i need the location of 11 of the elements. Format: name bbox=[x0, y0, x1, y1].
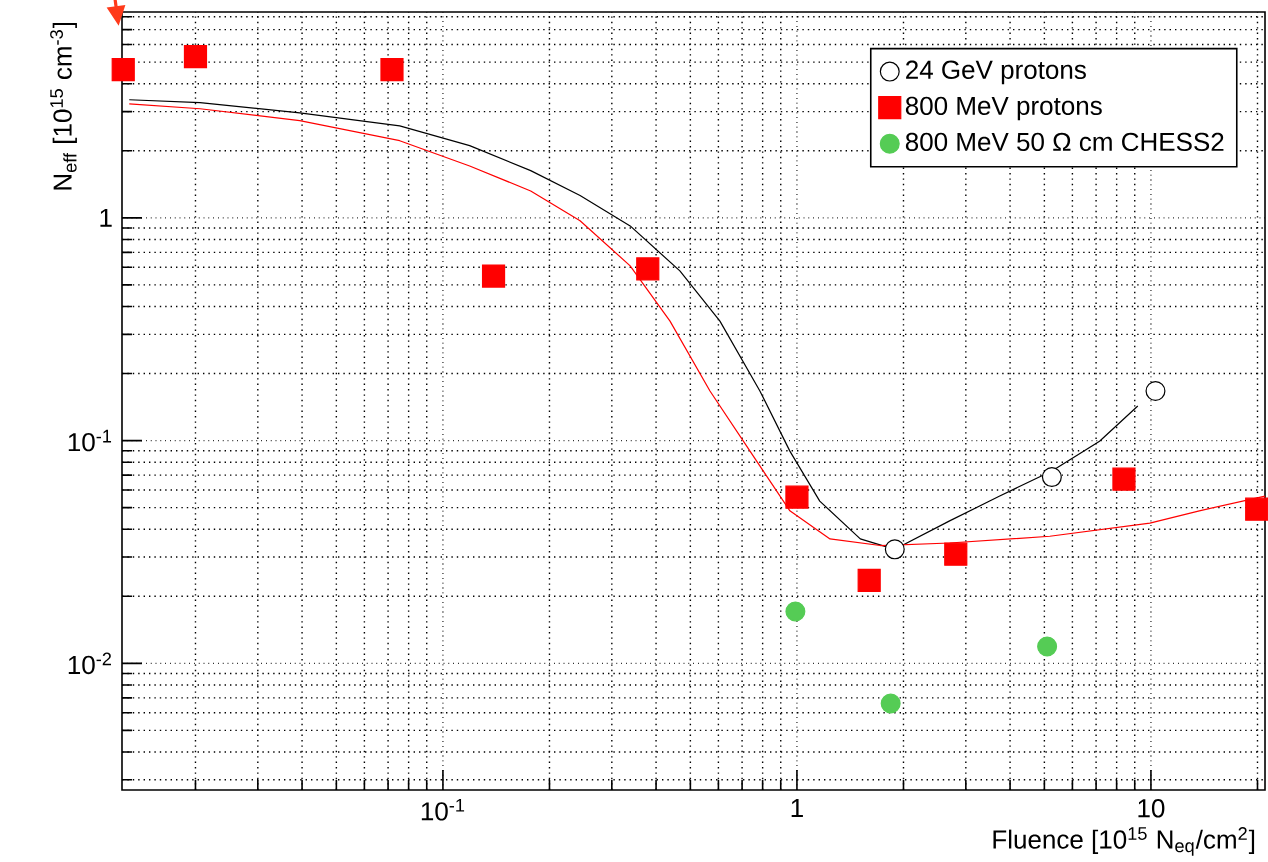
x-tick-label: 10$^{-1}$ bbox=[421, 799, 465, 821]
y-tick-label: 10$^{-1}$ bbox=[68, 429, 112, 452]
y-tick-label: 1 bbox=[100, 208, 112, 227]
x-tick-label: 1 bbox=[791, 799, 803, 817]
y-axis-title: N$_{eff}$ [10$^{15}$ cm$^{-3}$] bbox=[50, 22, 77, 190]
y-tick-label: 10$^{-2}$ bbox=[68, 652, 111, 675]
x-axis-title: Fluence [10$^{15}$ N$_{eq}$/cm$^{2}$] bbox=[993, 827, 1255, 856]
legend-label: 24 GeV protons bbox=[906, 60, 1086, 85]
x-tick-label: 10 bbox=[1138, 799, 1165, 818]
legend-label: 800 MeV protons bbox=[905, 96, 1102, 121]
legend-label: 800 MeV 50 Ω cm CHESS2 bbox=[905, 132, 1224, 152]
